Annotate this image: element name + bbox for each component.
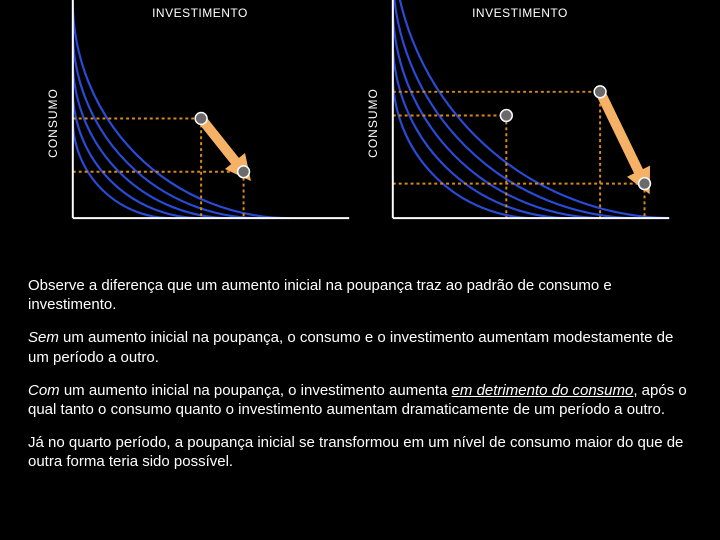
chart-right: CONSUMO INVESTIMENTO [365, 0, 675, 245]
p3-lead: Com [28, 382, 60, 399]
p3-u1: em detrimento do consumo [452, 382, 634, 399]
ylabel-right: CONSUMO [366, 88, 380, 158]
p3-mid: um aumento inicial na poupança, o invest… [60, 382, 452, 399]
ylabel-left: CONSUMO [46, 88, 60, 158]
chart-svg-right [387, 0, 675, 230]
text-block: Observe a diferença que um aumento inici… [0, 260, 720, 472]
paragraph-4: Já no quarto período, a poupança inicial… [28, 433, 692, 471]
chart-left: CONSUMO INVESTIMENTO [45, 0, 355, 245]
charts-row: CONSUMO INVESTIMENTO CONSUMO INVESTIMENT… [0, 0, 720, 260]
paragraph-3: Com um aumento inicial na poupança, o in… [28, 381, 692, 419]
paragraph-2: Sem um aumento inicial na poupança, o co… [28, 328, 692, 366]
p2-rest: um aumento inicial na poupança, o consum… [28, 329, 673, 365]
paragraph-1: Observe a diferença que um aumento inici… [28, 276, 692, 314]
p2-lead: Sem [28, 329, 59, 346]
chart-svg-left [67, 0, 355, 230]
